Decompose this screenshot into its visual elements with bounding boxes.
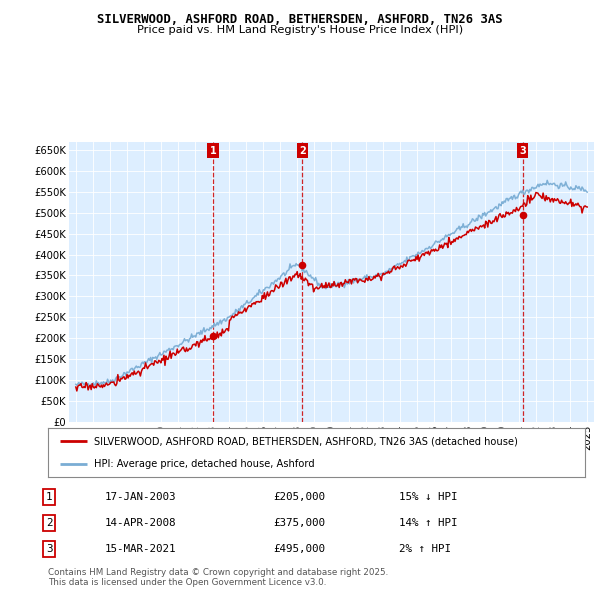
Text: £205,000: £205,000: [273, 492, 325, 502]
Text: £495,000: £495,000: [273, 544, 325, 553]
Text: 17-JAN-2003: 17-JAN-2003: [105, 492, 176, 502]
Text: 1: 1: [46, 492, 52, 502]
Text: 14% ↑ HPI: 14% ↑ HPI: [399, 518, 458, 527]
Text: 2: 2: [46, 518, 52, 527]
Text: £375,000: £375,000: [273, 518, 325, 527]
Text: Contains HM Land Registry data © Crown copyright and database right 2025.
This d: Contains HM Land Registry data © Crown c…: [48, 568, 388, 587]
Text: 3: 3: [519, 146, 526, 156]
Text: 15% ↓ HPI: 15% ↓ HPI: [399, 492, 458, 502]
Text: Price paid vs. HM Land Registry's House Price Index (HPI): Price paid vs. HM Land Registry's House …: [137, 25, 463, 35]
Text: 2: 2: [299, 146, 306, 156]
Text: 1: 1: [209, 146, 217, 156]
Text: 2% ↑ HPI: 2% ↑ HPI: [399, 544, 451, 553]
Text: HPI: Average price, detached house, Ashford: HPI: Average price, detached house, Ashf…: [94, 458, 314, 468]
Text: 15-MAR-2021: 15-MAR-2021: [105, 544, 176, 553]
Text: 14-APR-2008: 14-APR-2008: [105, 518, 176, 527]
Text: 3: 3: [46, 544, 52, 553]
Text: SILVERWOOD, ASHFORD ROAD, BETHERSDEN, ASHFORD, TN26 3AS: SILVERWOOD, ASHFORD ROAD, BETHERSDEN, AS…: [97, 13, 503, 26]
Text: SILVERWOOD, ASHFORD ROAD, BETHERSDEN, ASHFORD, TN26 3AS (detached house): SILVERWOOD, ASHFORD ROAD, BETHERSDEN, AS…: [94, 437, 518, 447]
